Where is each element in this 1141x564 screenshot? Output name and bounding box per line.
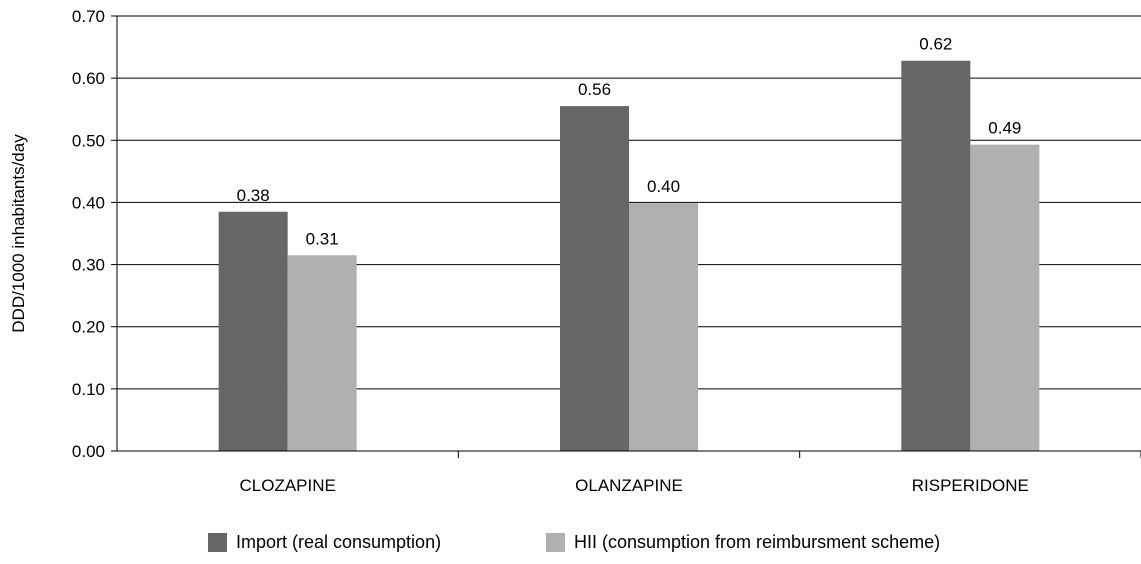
legend-swatch-series-1 — [208, 533, 227, 552]
y-tick-label: 0.10 — [72, 380, 105, 399]
data-label: 0.49 — [988, 119, 1021, 138]
data-label: 0.31 — [306, 229, 339, 248]
y-tick-label: 0.40 — [72, 193, 105, 212]
data-label: 0.62 — [919, 35, 952, 54]
y-tick-label: 0.50 — [72, 131, 105, 150]
y-tick-label: 0.20 — [72, 318, 105, 337]
bar-risperidone-series-1 — [901, 60, 971, 451]
legend: Import (real consumption) HII (consumptio… — [208, 532, 940, 552]
legend-swatch-series-2 — [546, 533, 565, 552]
x-category-label: RISPERIDONE — [912, 476, 1029, 495]
y-tick-label: 0.60 — [72, 69, 105, 88]
y-tick-label: 0.00 — [72, 442, 105, 461]
bar-olanzapine-series-2 — [629, 203, 698, 451]
data-label: 0.40 — [647, 177, 680, 196]
labels: 0.00 0.10 0.20 0.30 0.40 0.50 0.60 0.70 0.38 0.31… — [72, 7, 1029, 495]
axes — [111, 15, 1141, 458]
data-label: 0.56 — [578, 80, 611, 99]
bar-clozapine-series-1 — [218, 211, 288, 451]
bar-olanzapine-series-1 — [560, 106, 629, 451]
data-label: 0.38 — [237, 186, 270, 205]
bar-clozapine-series-2 — [287, 255, 357, 451]
legend-label-series-2: HII (consumption from reimbursment schem… — [574, 532, 940, 552]
legend-label-series-1: Import (real consumption) — [236, 532, 441, 552]
x-category-label: OLANZAPINE — [575, 476, 683, 495]
x-category-label: CLOZAPINE — [239, 476, 335, 495]
bar-risperidone-series-2 — [970, 144, 1040, 451]
bars — [218, 60, 1040, 451]
y-tick-label: 0.70 — [72, 7, 105, 26]
y-axis-title: DDD/1000 inhabitants/day — [9, 134, 28, 333]
y-tick-label: 0.30 — [72, 256, 105, 275]
